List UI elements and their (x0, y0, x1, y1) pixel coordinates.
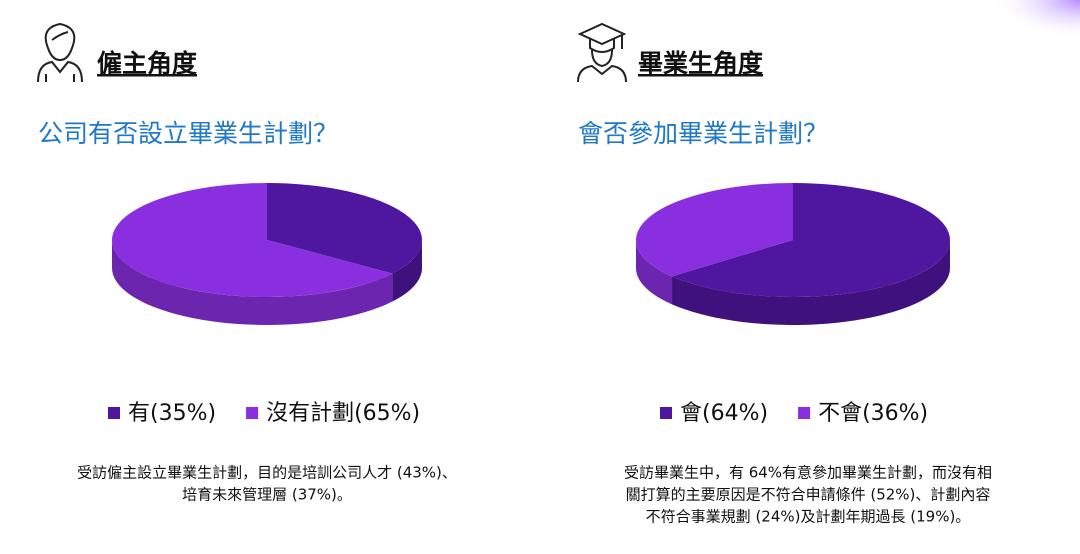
chart-title: 公司有否設立畢業生計劃？ (38, 119, 338, 148)
graduate-icon (577, 22, 627, 83)
pie-tops (636, 183, 951, 297)
heading: 僱主角度 (97, 49, 197, 78)
corner-decoration (990, 0, 1080, 40)
pie-slice (636, 183, 793, 277)
legend-swatch (660, 407, 672, 419)
pie-slice-side (636, 240, 673, 305)
pie-slice-side (112, 240, 393, 325)
note: 受訪畢業生中，有 64%有意參加畢業生計劃，而沒有相 (624, 464, 992, 482)
chart-title: 會否參加畢業生計劃？ (578, 119, 828, 148)
legend-label: 有(35%) (128, 401, 216, 426)
legend-swatch (108, 407, 120, 419)
pie-slice (267, 183, 423, 274)
pie-tops (111, 182, 423, 297)
legend-label: 不會(36%) (818, 401, 928, 426)
pie-slice-side (672, 240, 950, 325)
note: 培育未來管理層 (37%)。 (182, 486, 352, 504)
note: 不符合事業規劃 (24%)及計劃年期過長 (19%)。 (646, 508, 971, 526)
employer-icon (37, 22, 83, 83)
legend-swatch (246, 407, 259, 419)
pie-sides (112, 240, 422, 325)
note: 受訪僱主設立畢業生計劃，目的是培訓公司人才 (43%)、 (77, 464, 457, 482)
note: 關打算的主要原因是不符合申請條件 (52%)、計劃內容 (626, 486, 991, 504)
pie-slice (672, 183, 951, 297)
pie-slice-side (392, 240, 422, 302)
heading: 畢業生角度 (638, 49, 763, 78)
legend-label: 沒有計劃(65%) (266, 401, 420, 426)
pie-sides (636, 240, 950, 325)
legend-swatch (798, 407, 811, 419)
legend-label: 會(64%) (680, 401, 768, 426)
pie-slice (111, 182, 393, 297)
